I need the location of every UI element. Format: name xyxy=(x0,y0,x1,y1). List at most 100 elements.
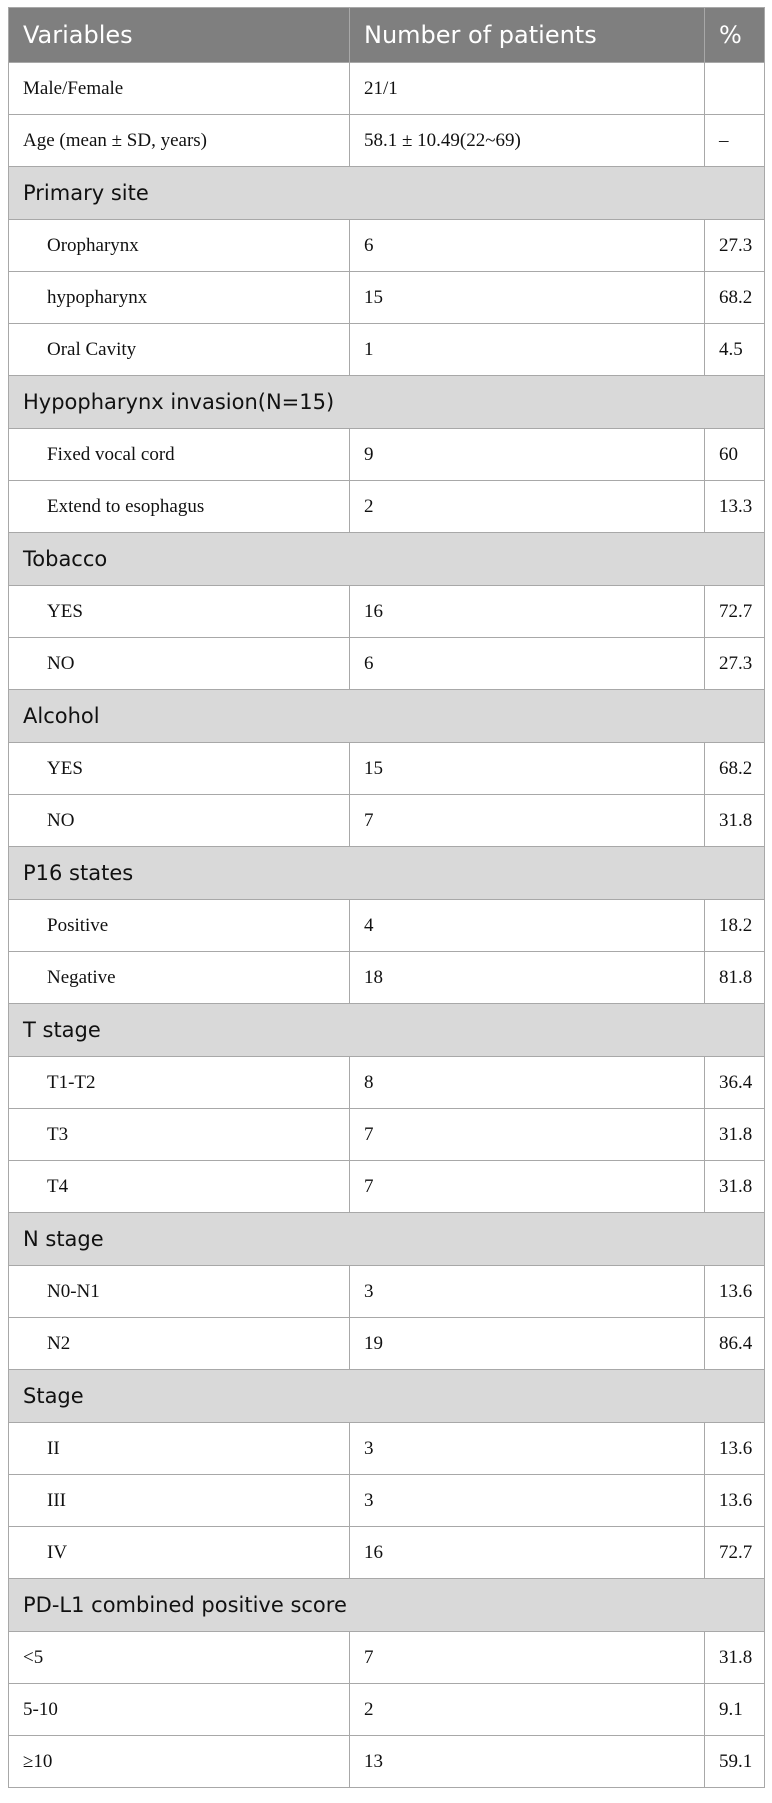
variable-cell: Positive xyxy=(8,899,350,952)
patients-cell: 21/1 xyxy=(349,62,705,115)
table-row: Oral Cavity 1 4.5 xyxy=(8,323,765,376)
table-row: Oropharynx 6 27.3 xyxy=(8,219,765,272)
table-row: III 3 13.6 xyxy=(8,1474,765,1527)
table-row: IV 16 72.7 xyxy=(8,1526,765,1579)
table-row: T3 7 31.8 xyxy=(8,1108,765,1161)
table-row: YES 16 72.7 xyxy=(8,585,765,638)
variable-cell: T1-T2 xyxy=(8,1056,350,1109)
section-row: T stage xyxy=(8,1003,765,1057)
section-row: P16 states xyxy=(8,846,765,900)
section-label: Hypopharynx invasion(N=15) xyxy=(8,375,765,429)
percent-cell: 36.4 xyxy=(704,1056,765,1109)
section-label: Tobacco xyxy=(8,532,765,586)
header-row: Variables Number of patients % xyxy=(8,7,765,63)
variable-cell: hypopharynx xyxy=(8,271,350,324)
patients-cell: 2 xyxy=(349,480,705,533)
table-row: Negative 18 81.8 xyxy=(8,951,765,1004)
variable-cell: IV xyxy=(8,1526,350,1579)
table-row: ≥10 13 59.1 xyxy=(8,1735,765,1788)
table-row: YES 15 68.2 xyxy=(8,742,765,795)
variable-cell: Male/Female xyxy=(8,62,350,115)
table-row: N2 19 86.4 xyxy=(8,1317,765,1370)
variable-cell: Oral Cavity xyxy=(8,323,350,376)
table-row: Age (mean ± SD, years) 58.1 ± 10.49(22~69… xyxy=(8,114,765,167)
table-row: NO 7 31.8 xyxy=(8,794,765,847)
table-row: Fixed vocal cord 9 60 xyxy=(8,428,765,481)
patients-cell: 2 xyxy=(349,1683,705,1736)
table-row: hypopharynx 15 68.2 xyxy=(8,271,765,324)
table-row: N0-N1 3 13.6 xyxy=(8,1265,765,1318)
patients-cell: 16 xyxy=(349,585,705,638)
percent-cell: 68.2 xyxy=(704,271,765,324)
patients-cell: 7 xyxy=(349,1160,705,1213)
section-label: Primary site xyxy=(8,166,765,220)
variable-cell: N0-N1 xyxy=(8,1265,350,1318)
variable-cell: II xyxy=(8,1422,350,1475)
section-label: T stage xyxy=(8,1003,765,1057)
patients-cell: 9 xyxy=(349,428,705,481)
section-label: Alcohol xyxy=(8,689,765,743)
table-row: T4 7 31.8 xyxy=(8,1160,765,1213)
percent-cell: 13.6 xyxy=(704,1474,765,1527)
patients-cell: 3 xyxy=(349,1422,705,1475)
section-label: P16 states xyxy=(8,846,765,900)
patients-cell: 6 xyxy=(349,219,705,272)
percent-cell: 27.3 xyxy=(704,219,765,272)
percent-cell: 31.8 xyxy=(704,1160,765,1213)
percent-cell: 72.7 xyxy=(704,1526,765,1579)
variable-cell: YES xyxy=(8,742,350,795)
percent-cell xyxy=(704,62,765,115)
section-row: N stage xyxy=(8,1212,765,1266)
table-row: Male/Female 21/1 xyxy=(8,62,765,115)
percent-cell: 13.6 xyxy=(704,1422,765,1475)
variable-cell: T3 xyxy=(8,1108,350,1161)
percent-cell: 31.8 xyxy=(704,1631,765,1684)
patients-cell: 8 xyxy=(349,1056,705,1109)
patient-characteristics-table: Variables Number of patients % Male/Fema… xyxy=(8,7,765,1788)
patients-cell: 58.1 ± 10.49(22~69) xyxy=(349,114,705,167)
patients-cell: 3 xyxy=(349,1474,705,1527)
percent-cell: 13.3 xyxy=(704,480,765,533)
percent-cell: 4.5 xyxy=(704,323,765,376)
patients-cell: 16 xyxy=(349,1526,705,1579)
table-row: Positive 4 18.2 xyxy=(8,899,765,952)
header-percent: % xyxy=(704,7,765,63)
patients-cell: 19 xyxy=(349,1317,705,1370)
section-row: Stage xyxy=(8,1369,765,1423)
variable-cell: N2 xyxy=(8,1317,350,1370)
patients-cell: 7 xyxy=(349,1108,705,1161)
patients-cell: 3 xyxy=(349,1265,705,1318)
patients-cell: 7 xyxy=(349,1631,705,1684)
section-label: PD-L1 combined positive score xyxy=(8,1578,765,1632)
table-row: II 3 13.6 xyxy=(8,1422,765,1475)
patients-cell: 18 xyxy=(349,951,705,1004)
variable-cell: III xyxy=(8,1474,350,1527)
patients-cell: 6 xyxy=(349,637,705,690)
percent-cell: 60 xyxy=(704,428,765,481)
patients-cell: 4 xyxy=(349,899,705,952)
table-row: NO 6 27.3 xyxy=(8,637,765,690)
variable-cell: NO xyxy=(8,637,350,690)
variable-cell: Age (mean ± SD, years) xyxy=(8,114,350,167)
table-row: T1-T2 8 36.4 xyxy=(8,1056,765,1109)
section-row: PD-L1 combined positive score xyxy=(8,1578,765,1632)
variable-cell: Oropharynx xyxy=(8,219,350,272)
table-row: <5 7 31.8 xyxy=(8,1631,765,1684)
header-number-of-patients: Number of patients xyxy=(349,7,705,63)
patients-cell: 7 xyxy=(349,794,705,847)
percent-cell: 13.6 xyxy=(704,1265,765,1318)
table-body: Male/Female 21/1 Age (mean ± SD, years) 58.… xyxy=(8,62,765,1788)
variable-cell: <5 xyxy=(8,1631,350,1684)
percent-cell: 72.7 xyxy=(704,585,765,638)
variable-cell: Fixed vocal cord xyxy=(8,428,350,481)
percent-cell: 86.4 xyxy=(704,1317,765,1370)
percent-cell: 31.8 xyxy=(704,1108,765,1161)
variable-cell: Extend to esophagus xyxy=(8,480,350,533)
section-row: Alcohol xyxy=(8,689,765,743)
section-row: Tobacco xyxy=(8,532,765,586)
patients-cell: 15 xyxy=(349,742,705,795)
variable-cell: T4 xyxy=(8,1160,350,1213)
variable-cell: ≥10 xyxy=(8,1735,350,1788)
percent-cell: 59.1 xyxy=(704,1735,765,1788)
header-variables: Variables xyxy=(8,7,350,63)
